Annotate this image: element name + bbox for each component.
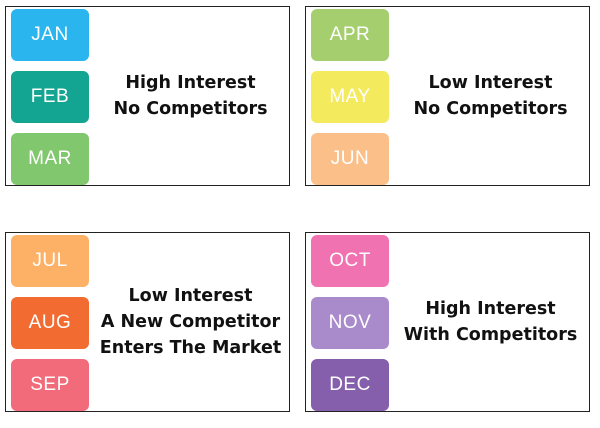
quadrant-panel-q1: JAN FEB MAR High Interest No Competitors [5,6,290,186]
quadrant-panel-q3: JUL AUG SEP Low Interest A New Competito… [5,232,290,412]
caption-line: No Competitors [113,99,268,119]
month-tile-oct: OCT [311,235,389,287]
month-tile-jun: JUN [311,133,389,185]
quadrant-panel-q4: OCT NOV DEC High Interest With Competito… [305,232,590,412]
month-tile-nov: NOV [311,297,389,349]
quadrant-caption: High Interest No Competitors [96,7,285,185]
month-column: JUL AUG SEP [11,235,89,421]
month-column: APR MAY JUN [311,9,389,195]
caption-line: With Competitors [403,325,578,345]
quadrant-caption: Low Interest No Competitors [396,7,585,185]
caption-line: A New Competitor [100,312,281,332]
caption-line: Low Interest [428,73,553,93]
quadrant-caption: Low Interest A New Competitor Enters The… [96,233,285,411]
month-tile-jan: JAN [11,9,89,61]
month-tile-jul: JUL [11,235,89,287]
month-column: OCT NOV DEC [311,235,389,421]
caption-line: Enters The Market [99,338,282,358]
month-tile-dec: DEC [311,359,389,411]
quadrant-panel-q2: APR MAY JUN Low Interest No Competitors [305,6,590,186]
month-tile-may: MAY [311,71,389,123]
month-tile-sep: SEP [11,359,89,411]
month-tile-mar: MAR [11,133,89,185]
caption-line: No Competitors [413,99,568,119]
caption-line: High Interest [425,299,556,319]
caption-line: High Interest [125,73,256,93]
month-column: JAN FEB MAR [11,9,89,195]
quadrant-caption: High Interest With Competitors [396,233,585,411]
month-tile-feb: FEB [11,71,89,123]
month-tile-aug: AUG [11,297,89,349]
month-tile-apr: APR [311,9,389,61]
caption-line: Low Interest [128,286,253,306]
